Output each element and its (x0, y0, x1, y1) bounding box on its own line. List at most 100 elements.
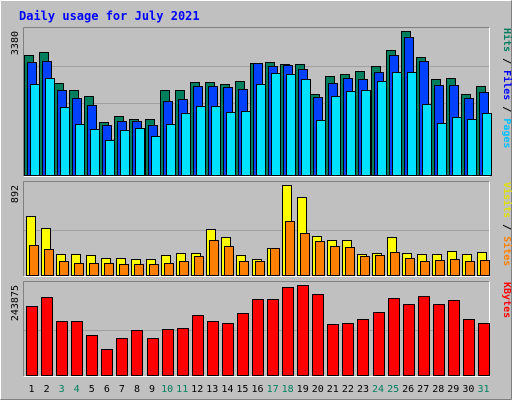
bar-pages-day-26 (407, 72, 417, 176)
bar-kbytes-day-16 (252, 299, 264, 376)
x-tick-label-day-13: 13 (206, 384, 218, 395)
bar-kbytes-day-11 (177, 328, 189, 376)
bar-sites-day-3 (59, 261, 69, 276)
x-tick-label-day-12: 12 (191, 384, 203, 395)
bar-sites-day-21 (330, 246, 340, 276)
series-kbytes (26, 285, 490, 376)
bar-kbytes-day-2 (41, 297, 53, 376)
bar-kbytes-day-21 (327, 324, 339, 376)
x-tick-label-day-17: 17 (267, 384, 279, 395)
panel-requests-series-label-5: Pages (501, 118, 512, 148)
bar-kbytes-day-3 (56, 321, 68, 376)
bar-sites-day-15 (239, 261, 249, 276)
bar-pages-day-9 (151, 136, 161, 176)
bar-pages-day-30 (467, 119, 477, 176)
bar-kbytes-day-18 (282, 287, 294, 376)
bar-pages-day-18 (286, 74, 296, 176)
bar-sites-day-2 (44, 249, 54, 276)
bar-kbytes-day-24 (373, 312, 385, 376)
bar-kbytes-day-28 (433, 304, 445, 376)
bar-pages-day-22 (346, 91, 356, 176)
x-tick-label-day-4: 4 (74, 384, 80, 395)
bar-kbytes-day-17 (267, 299, 279, 376)
bar-pages-day-7 (120, 130, 130, 176)
chart-title: Daily usage for July 2021 (19, 9, 200, 23)
bar-sites-day-14 (224, 246, 234, 276)
panel-volume-series-label-1: KBytes (501, 282, 512, 318)
panel-requests-series-labels: Hits / Files / Pages (501, 28, 512, 148)
bar-sites-day-4 (74, 263, 84, 276)
bar-kbytes-day-10 (162, 329, 174, 376)
bar-pages-day-10 (166, 124, 176, 176)
bar-sites-day-27 (420, 261, 430, 276)
bar-kbytes-day-5 (86, 335, 98, 376)
x-tick-label-day-10: 10 (161, 384, 173, 395)
chart-panels: 3380 Hits / Files / Pages 892 Visits / Site… (10, 27, 512, 377)
panel-visitors-ymax-label: 892 (10, 185, 21, 203)
x-tick-label-day-8: 8 (134, 384, 140, 395)
bar-sites-day-6 (104, 263, 114, 276)
x-tick-label-day-28: 28 (432, 384, 444, 395)
x-tick-label-day-2: 2 (44, 384, 50, 395)
x-tick-label-day-18: 18 (282, 384, 294, 395)
x-tick-label-day-19: 19 (297, 384, 309, 395)
panel-visitors-series-label-2: / (501, 218, 512, 236)
x-tick-label-day-30: 30 (462, 384, 474, 395)
x-tick-label-day-14: 14 (221, 384, 233, 395)
x-tick-label-day-23: 23 (357, 384, 369, 395)
x-tick-label-day-3: 3 (59, 384, 65, 395)
panel-volume-series-labels: KBytes (501, 282, 512, 318)
x-tick-label-day-16: 16 (251, 384, 263, 395)
bar-sites-day-22 (345, 247, 355, 276)
bar-sites-day-23 (360, 256, 370, 276)
bar-kbytes-day-19 (297, 285, 309, 376)
bar-pages-day-17 (271, 73, 281, 176)
bar-kbytes-day-31 (478, 323, 490, 376)
x-tick-label-day-22: 22 (342, 384, 354, 395)
bar-sites-day-16 (255, 261, 265, 276)
x-tick-label-day-11: 11 (176, 384, 188, 395)
panel-requests: 3380 Hits / Files / Pages (10, 27, 512, 177)
bar-sites-day-20 (315, 241, 325, 276)
bar-sites-day-9 (149, 264, 159, 276)
bar-kbytes-day-7 (116, 338, 128, 376)
x-tick-label-day-21: 21 (327, 384, 339, 395)
bar-pages-day-23 (361, 90, 371, 176)
bar-sites-day-11 (179, 261, 189, 276)
bar-sites-day-13 (209, 240, 219, 276)
panel-volume-ymax-label: 243875 (10, 285, 21, 321)
panel-visitors-series-label-1: Visits (501, 182, 512, 218)
bar-kbytes-day-26 (403, 304, 415, 376)
x-tick-label-day-27: 27 (417, 384, 429, 395)
x-tick-label-day-6: 6 (104, 384, 110, 395)
bar-kbytes-day-23 (357, 319, 369, 376)
x-tick-label-day-25: 25 (387, 384, 399, 395)
bar-kbytes-day-15 (237, 313, 249, 376)
series-pages (30, 72, 492, 176)
bar-kbytes-day-1 (26, 306, 38, 376)
bar-kbytes-day-9 (147, 338, 159, 376)
bar-sites-day-10 (164, 263, 174, 276)
panel-requests-ymax-label: 3380 (10, 31, 21, 55)
bar-pages-day-20 (316, 120, 326, 176)
panel-visitors-series-labels: Visits / Sites (501, 182, 512, 266)
bar-pages-day-14 (226, 112, 236, 176)
bar-pages-day-24 (377, 81, 387, 176)
bar-pages-day-2 (45, 78, 55, 176)
x-tick-label-day-5: 5 (89, 384, 95, 395)
series-sites (29, 221, 490, 276)
bar-sites-day-31 (480, 260, 490, 276)
bar-sites-day-18 (285, 221, 295, 276)
x-tick-label-day-26: 26 (402, 384, 414, 395)
x-tick-label-day-24: 24 (372, 384, 384, 395)
x-tick-label-day-9: 9 (149, 384, 155, 395)
x-tick-label-day-20: 20 (312, 384, 324, 395)
bar-pages-day-13 (211, 106, 221, 176)
bar-kbytes-day-12 (192, 315, 204, 376)
panel-visitors-series-label-3: Sites (501, 236, 512, 266)
bar-sites-day-8 (134, 264, 144, 276)
bar-kbytes-day-4 (71, 321, 83, 376)
x-tick-label-day-1: 1 (28, 384, 34, 395)
bar-sites-day-28 (435, 260, 445, 276)
